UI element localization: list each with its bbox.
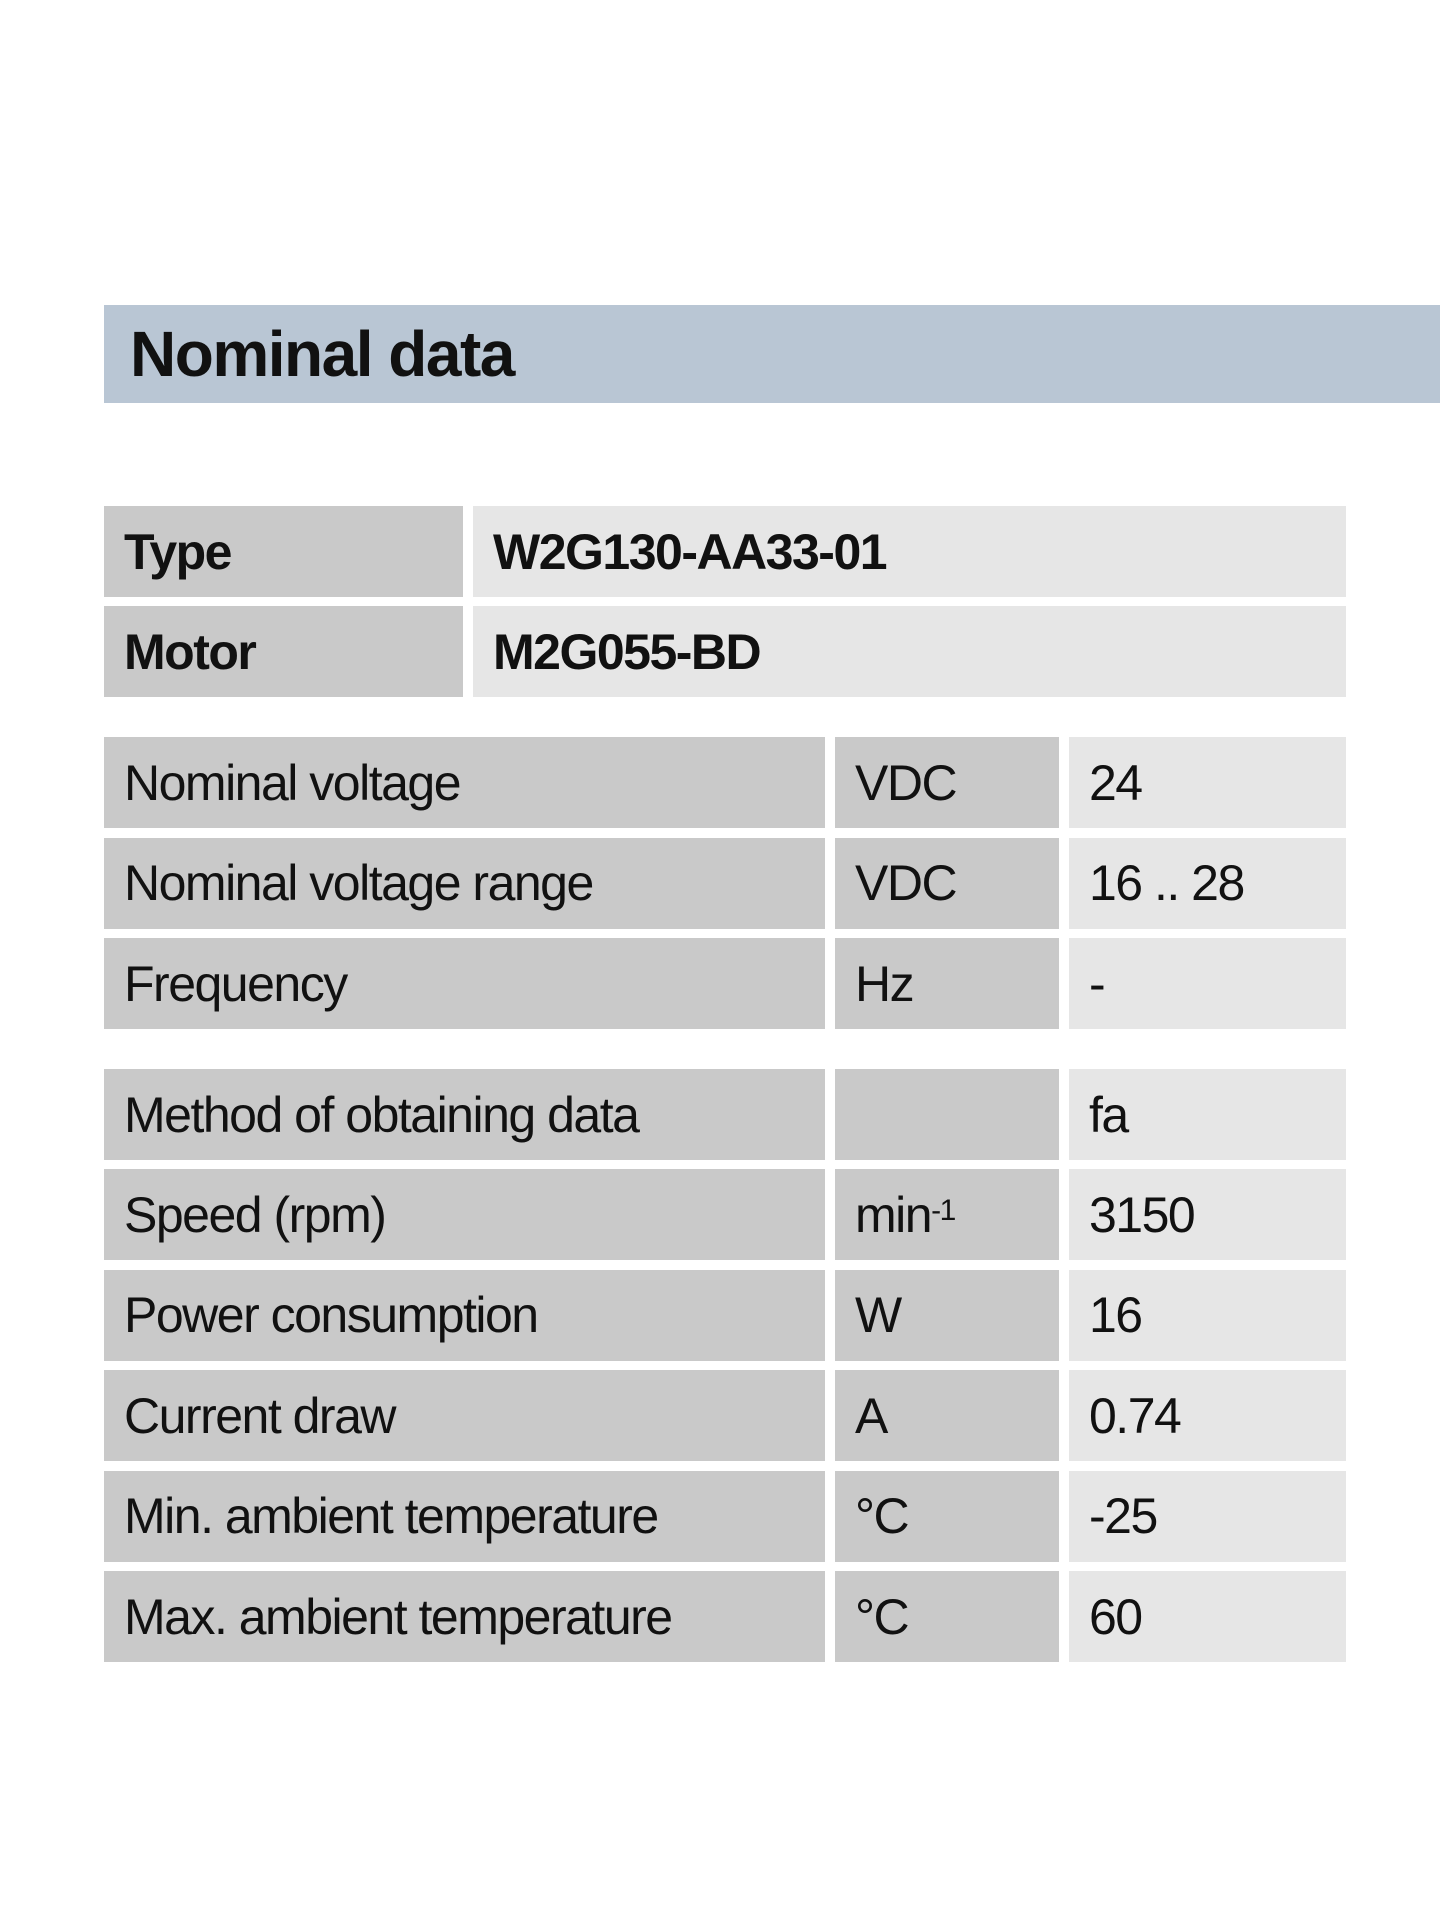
param-label: Nominal voltage range: [104, 837, 825, 929]
param-unit: min -1: [835, 1169, 1059, 1261]
param-label: Speed (rpm): [104, 1169, 825, 1261]
param-label: Frequency: [104, 938, 825, 1029]
param-label: Method of obtaining data: [104, 1069, 825, 1160]
param-value: 24: [1069, 737, 1346, 828]
param-value: -: [1069, 938, 1346, 1029]
param-unit: VDC: [835, 837, 1059, 929]
type-value: M2G055-BD: [473, 606, 1346, 697]
param-unit: °C: [835, 1571, 1059, 1662]
section-header: Nominal data: [104, 305, 1440, 403]
unit-text: min: [855, 1186, 933, 1243]
type-label: Type: [104, 506, 463, 597]
param-unit: VDC: [835, 737, 1059, 828]
section-title: Nominal data: [130, 318, 515, 390]
param-label: Nominal voltage: [104, 737, 825, 828]
param-label: Min. ambient temperature: [104, 1470, 825, 1562]
param-label: Power consumption: [104, 1269, 825, 1361]
param-label: Max. ambient temperature: [104, 1571, 825, 1662]
param-value: 3150: [1069, 1169, 1346, 1261]
param-value: 60: [1069, 1571, 1346, 1662]
unit-exponent: -1: [931, 1193, 956, 1227]
param-value: fa: [1069, 1069, 1346, 1160]
param-label: Current draw: [104, 1370, 825, 1462]
param-unit: W: [835, 1269, 1059, 1361]
type-label: Motor: [104, 606, 463, 697]
param-value: 16: [1069, 1269, 1346, 1361]
param-unit: °C: [835, 1470, 1059, 1562]
param-unit: [835, 1069, 1059, 1160]
param-value: 16 .. 28: [1069, 837, 1346, 929]
param-unit: A: [835, 1370, 1059, 1462]
type-value: W2G130-AA33-01: [473, 506, 1346, 597]
param-value: 0.74: [1069, 1370, 1346, 1462]
param-value: -25: [1069, 1470, 1346, 1562]
param-unit: Hz: [835, 938, 1059, 1029]
